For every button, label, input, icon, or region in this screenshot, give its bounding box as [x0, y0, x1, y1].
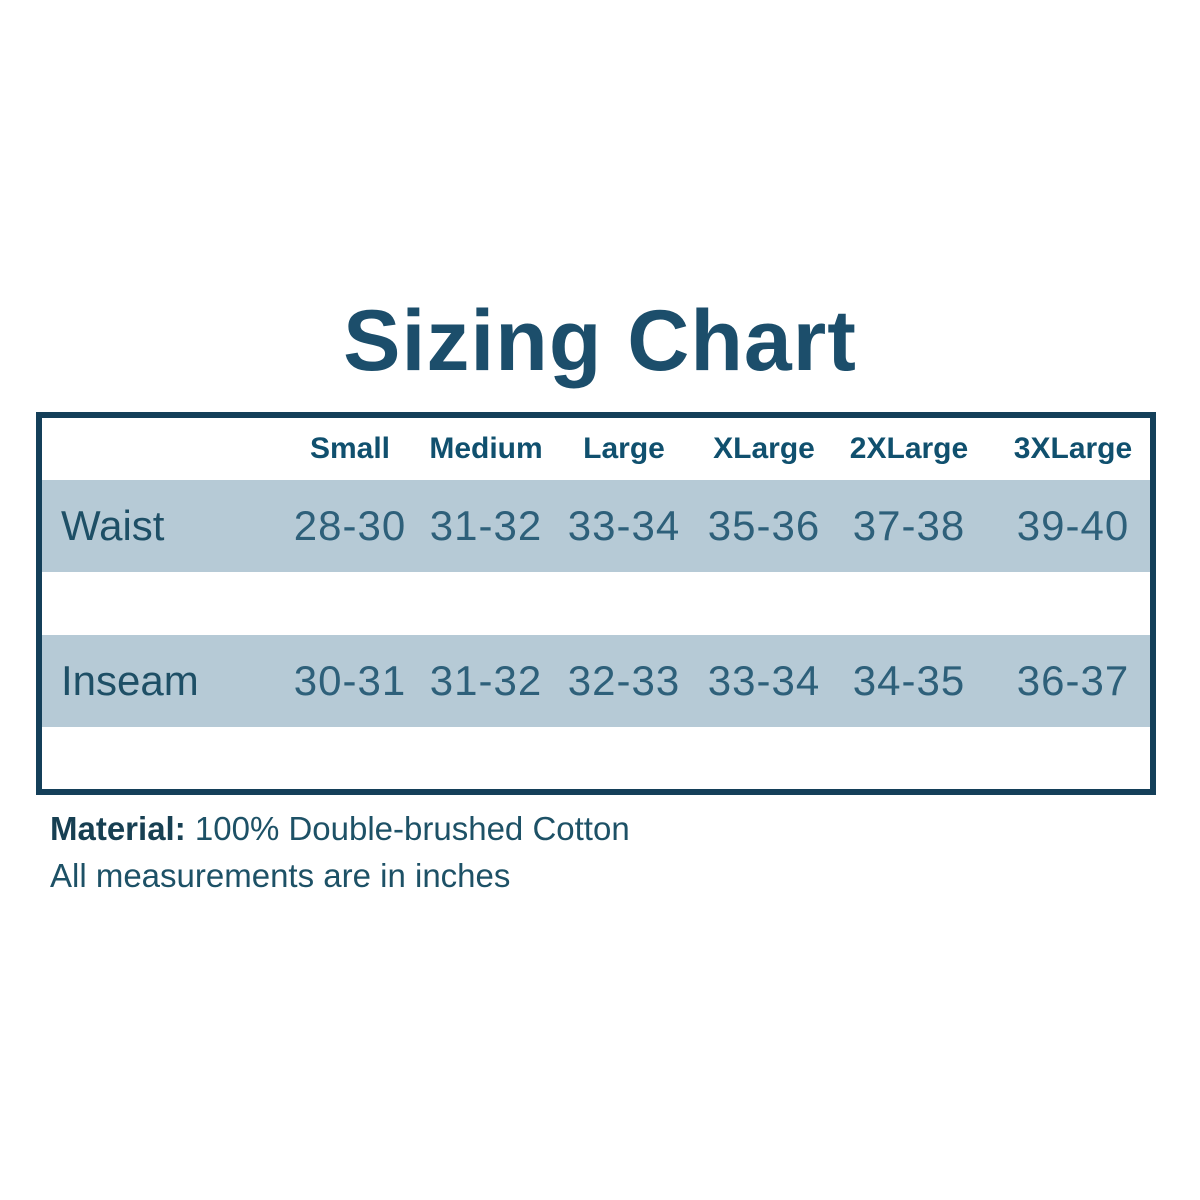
column-header-medium: Medium — [429, 432, 543, 465]
material-value: 100% Double-brushed Cotton — [185, 810, 630, 847]
row-label-inseam: Inseam — [61, 657, 199, 704]
cell-waist-large: 33-34 — [567, 502, 681, 549]
bottom-spacer-row — [42, 727, 1150, 789]
column-header-2xlarge: 2XLarge — [849, 432, 969, 465]
cell-waist-medium: 31-32 — [429, 502, 543, 549]
cell-waist-3xlarge: 39-40 — [1016, 502, 1130, 549]
column-header-small: Small — [309, 432, 391, 465]
sizing-table: Small Medium Large XLarge 2XLarge 3XLarg… — [36, 412, 1156, 795]
table-header-row: Small Medium Large XLarge 2XLarge 3XLarg… — [42, 418, 1150, 480]
spacer-row — [42, 572, 1150, 635]
material-line: Material: 100% Double-brushed Cotton — [50, 810, 630, 848]
material-label: Material: — [50, 810, 186, 847]
cell-waist-small: 28-30 — [293, 502, 407, 549]
table-row-inseam: Inseam 30-31 31-32 32-33 33-34 34-35 36-… — [42, 635, 1150, 727]
page-title: Sizing Chart — [343, 293, 857, 389]
row-label-waist: Waist — [61, 502, 165, 549]
column-header-xlarge: XLarge — [713, 432, 815, 465]
cell-inseam-medium: 31-32 — [429, 657, 543, 704]
cell-inseam-2xlarge: 34-35 — [852, 657, 966, 704]
cell-waist-xlarge: 35-36 — [707, 502, 821, 549]
cell-inseam-small: 30-31 — [293, 657, 407, 704]
cell-waist-2xlarge: 37-38 — [852, 502, 966, 549]
column-header-large: Large — [583, 432, 665, 465]
cell-inseam-large: 32-33 — [567, 657, 681, 704]
cell-inseam-3xlarge: 36-37 — [1016, 657, 1130, 704]
column-header-3xlarge: 3XLarge — [1013, 432, 1133, 465]
cell-inseam-xlarge: 33-34 — [707, 657, 821, 704]
table-row-waist: Waist 28-30 31-32 33-34 35-36 37-38 39-4… — [42, 480, 1150, 572]
measurements-note: All measurements are in inches — [50, 857, 511, 894]
